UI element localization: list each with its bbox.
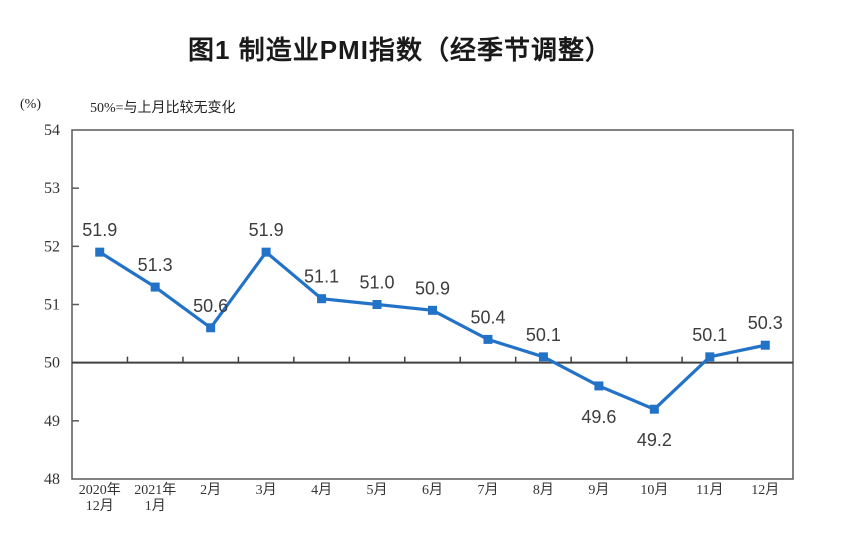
data-point-label: 50.4 — [470, 307, 505, 327]
data-point-label: 50.9 — [415, 278, 450, 298]
x-axis-category-label: 8月 — [533, 482, 554, 498]
data-point-marker — [372, 300, 382, 309]
x-axis-category-label: 7月 — [477, 482, 498, 498]
data-point-label: 51.3 — [138, 255, 173, 275]
x-axis-category-label: 5月 — [367, 482, 388, 498]
data-point-label: 49.2 — [637, 430, 672, 450]
x-axis-category-label: 2月 — [200, 482, 221, 498]
x-axis-category-label: 4月 — [311, 482, 332, 498]
x-axis-category-label: 6月 — [422, 482, 443, 498]
y-axis-unit-label: (%) — [20, 97, 41, 112]
data-point-label: 51.9 — [249, 220, 284, 240]
data-point-marker — [538, 352, 548, 362]
data-point-label: 50.1 — [526, 325, 561, 345]
data-point-marker — [206, 323, 216, 333]
data-point-label: 50.3 — [748, 313, 783, 333]
pmi-data-line — [98, 249, 766, 412]
y-axis-tick-label: 48 — [44, 471, 60, 488]
data-point-marker — [317, 294, 327, 304]
y-axis-tick-label: 52 — [44, 238, 60, 255]
y-axis-tick-label: 53 — [44, 180, 60, 197]
data-point-label: 50.6 — [193, 296, 228, 316]
data-point-label: 51.9 — [82, 220, 117, 240]
data-point-label: 49.6 — [581, 407, 616, 427]
x-axis-category-label: 1月 — [145, 498, 166, 514]
data-point-marker — [428, 305, 437, 315]
data-point-marker — [705, 352, 715, 362]
data-point-label: 51.0 — [360, 273, 395, 293]
x-axis-category-label: 3月 — [256, 482, 277, 498]
x-axis-category-label: 11月 — [696, 482, 723, 498]
data-point-label: 50.1 — [692, 325, 727, 345]
data-point-marker — [261, 247, 271, 257]
reference-line-note: 50%=与上月比较无变化 — [90, 101, 236, 116]
data-point-marker — [95, 247, 105, 257]
x-axis-category-label: 2021年 — [134, 482, 176, 498]
y-axis-tick-label: 50 — [44, 355, 60, 372]
data-point-marker — [150, 282, 160, 292]
y-axis-tick-label: 49 — [44, 413, 60, 430]
data-point-marker — [594, 381, 604, 391]
data-point-label: 51.1 — [304, 267, 339, 287]
data-point-marker — [649, 404, 659, 414]
x-axis-category-label: 12月 — [86, 498, 114, 514]
data-point-marker — [483, 334, 493, 344]
x-axis-category-label: 12月 — [751, 482, 779, 498]
x-axis-category-label: 9月 — [588, 482, 609, 498]
x-axis-category-label: 10月 — [640, 482, 668, 498]
y-axis-tick-label: 51 — [44, 297, 60, 314]
chart-title: 图1 制造业PMI指数（经季节调整） — [188, 35, 612, 65]
y-axis-tick-label: 54 — [44, 122, 60, 139]
x-axis-category-label: 2020年 — [79, 482, 121, 498]
data-point-marker — [760, 340, 770, 350]
